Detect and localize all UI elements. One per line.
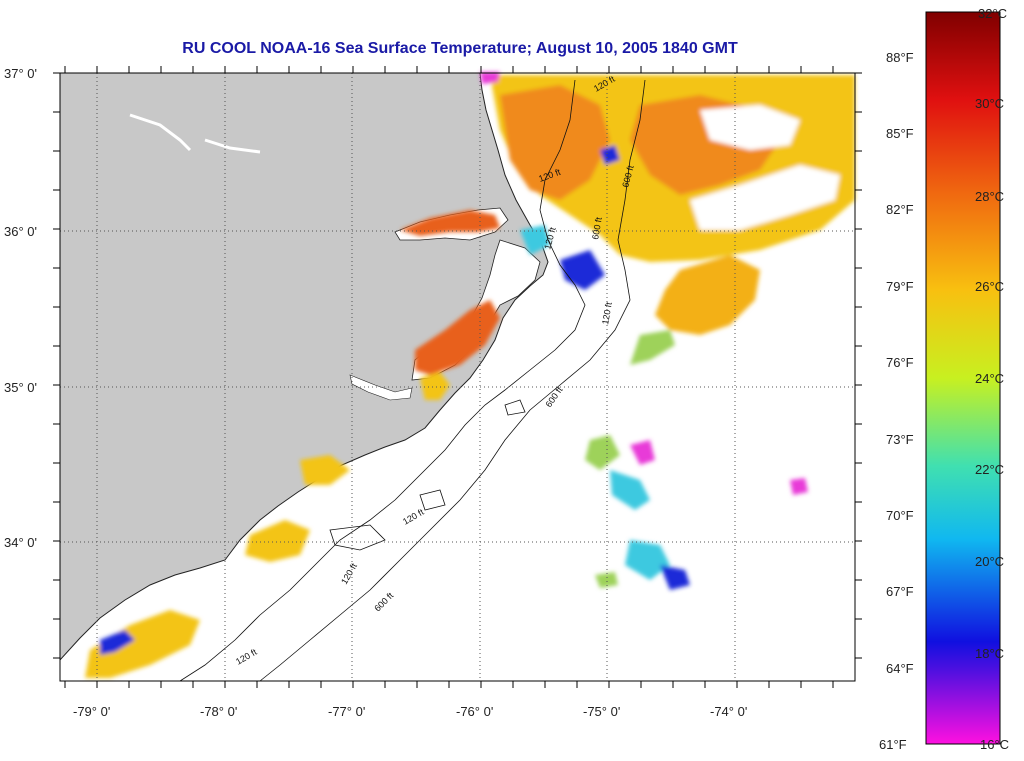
lat-label: 35° 0'	[4, 380, 37, 395]
fahrenheit-label: 82°F	[886, 202, 914, 217]
fahrenheit-label: 70°F	[886, 508, 914, 523]
fahrenheit-label: 67°F	[886, 584, 914, 599]
celsius-label: 30°C	[975, 96, 1004, 111]
fahrenheit-label: 64°F	[886, 661, 914, 676]
map-frame	[59, 72, 856, 682]
celsius-label: 22°C	[975, 462, 1004, 477]
temperature-colorbar: 32°C 30°C 28°C 26°C 24°C 22°C 20°C 18°C …	[879, 6, 1009, 752]
lat-label: 36° 0'	[4, 224, 37, 239]
lat-label: 34° 0'	[4, 535, 37, 550]
celsius-label: 32°C	[978, 6, 1007, 21]
lon-label: -78° 0'	[200, 704, 237, 719]
lon-label: -76° 0'	[456, 704, 493, 719]
celsius-label: 18°C	[975, 646, 1004, 661]
fahrenheit-label: 73°F	[886, 432, 914, 447]
contour-label: 600 ft	[590, 216, 604, 240]
celsius-label: 16°C	[980, 737, 1009, 752]
celsius-label: 26°C	[975, 279, 1004, 294]
fahrenheit-label: 85°F	[886, 126, 914, 141]
lon-label: -74° 0'	[710, 704, 747, 719]
map-title: RU COOL NOAA-16 Sea Surface Temperature;…	[182, 40, 738, 57]
lon-label: -77° 0'	[328, 704, 365, 719]
celsius-labels: 32°C 30°C 28°C 26°C 24°C 22°C 20°C 18°C …	[975, 6, 1009, 752]
fahrenheit-label: 79°F	[886, 279, 914, 294]
longitude-labels: -79° 0' -78° 0' -77° 0' -76° 0' -75° 0' …	[73, 704, 747, 719]
tick-marks	[53, 66, 862, 688]
lat-label: 37° 0'	[4, 66, 37, 81]
colorbar-gradient	[925, 11, 1001, 745]
fahrenheit-label: 76°F	[886, 355, 914, 370]
bathymetry-contours	[179, 79, 646, 682]
inland-river	[129, 113, 261, 154]
graticule-lines	[60, 73, 855, 681]
fahrenheit-label: 61°F	[879, 737, 907, 752]
lon-label: -79° 0'	[73, 704, 110, 719]
fahrenheit-labels: 88°F 85°F 82°F 79°F 76°F 73°F 70°F 67°F …	[879, 50, 914, 752]
celsius-label: 24°C	[975, 371, 1004, 386]
fahrenheit-label: 88°F	[886, 50, 914, 65]
celsius-label: 20°C	[975, 554, 1004, 569]
latitude-labels: 37° 0' 36° 0' 35° 0' 34° 0'	[4, 66, 37, 550]
sst-data-layer	[85, 72, 855, 678]
celsius-label: 28°C	[975, 189, 1004, 204]
lon-label: -75° 0'	[583, 704, 620, 719]
